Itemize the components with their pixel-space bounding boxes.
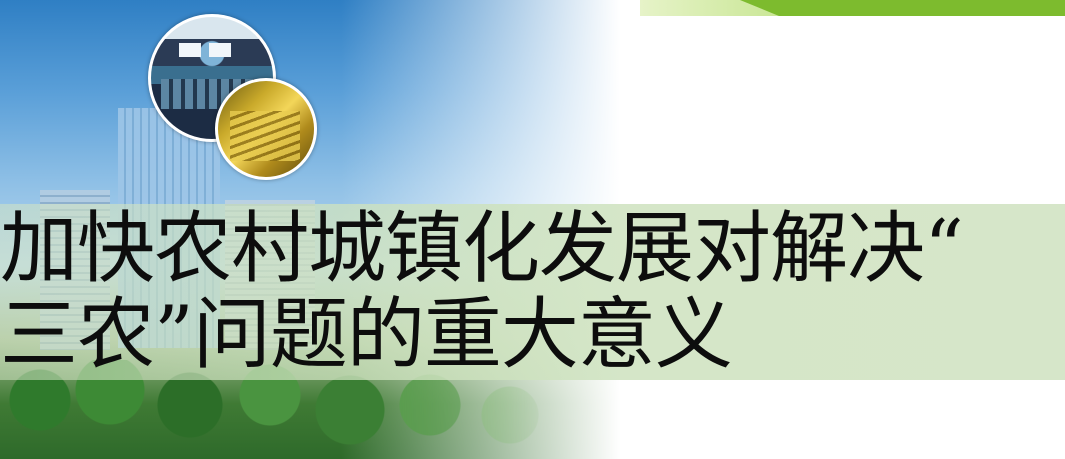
title-band xyxy=(0,204,1065,380)
slide-title-line-2: 三农”问题的重大意义 xyxy=(0,290,733,380)
top-accent-tab xyxy=(740,0,1065,16)
slide-title-line-1: 加快农村城镇化发展对解决“ xyxy=(0,204,964,294)
machine-photo xyxy=(215,78,317,180)
slide-title: 加快农村城镇化发展对解决“ 三农”问题的重大意义 xyxy=(0,206,1065,378)
